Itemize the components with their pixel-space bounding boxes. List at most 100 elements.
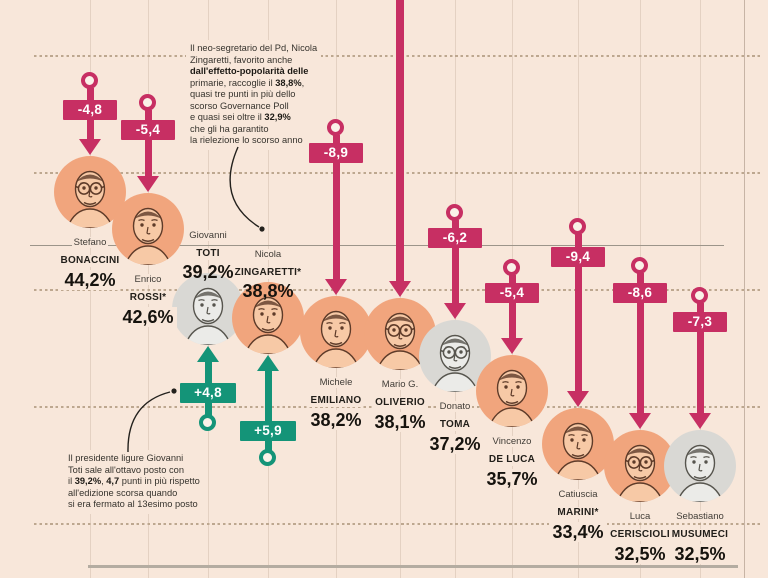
arrow-head-down-icon	[137, 176, 159, 193]
arrow-pin-icon	[631, 257, 648, 274]
delta-badge-emiliano: -8,9	[309, 143, 363, 163]
person-last-name: MUSUMECI	[669, 528, 731, 541]
person-value: 32,5%	[638, 543, 762, 565]
annotation-line: che gli ha garantito	[190, 123, 269, 134]
arrow-stem-musumeci	[696, 303, 704, 415]
glasses-icon	[385, 324, 415, 338]
face-illustration	[554, 423, 602, 481]
pointer-curve-zingaretti	[229, 146, 260, 228]
person-value: 32,5%	[578, 543, 702, 565]
person-value: 33,4%	[516, 521, 640, 543]
person-first-name: Vincenzo	[490, 435, 534, 447]
arrow-pin-icon	[199, 414, 216, 431]
face-illustration	[376, 313, 424, 371]
arrow-head-down-icon	[325, 279, 347, 296]
labels-rossi: Enrico ROSSI* 42,6%	[86, 269, 210, 328]
arrow-pin-icon	[327, 119, 344, 136]
glasses-icon	[625, 455, 655, 469]
portrait-rossi	[112, 193, 184, 266]
person-value: 37,2%	[393, 433, 517, 455]
person-first-name: Giovanni	[187, 229, 229, 241]
delta-badge-rossi: -5,4	[121, 120, 175, 140]
labels-toti: Giovanni TOTI 39,2%	[146, 225, 270, 283]
person-first-name: Nicola	[252, 249, 284, 261]
arrow-head-up-icon	[257, 355, 279, 372]
arrow-stem-rossi	[144, 110, 152, 179]
portrait-marini	[542, 408, 614, 481]
arrow-stem-emiliano	[332, 135, 340, 282]
delta-badge-zingaretti: +5,9	[240, 421, 296, 441]
person-last-name: CERISCIOLI	[608, 528, 672, 541]
annotation-toti: Il presidente ligure Giovanni Toti sale a…	[64, 450, 204, 514]
person-first-name: Stefano	[71, 236, 109, 248]
labels-bonaccini: Stefano BONACCINI 44,2%	[28, 232, 152, 291]
labels-oliverio: Mario G. OLIVERIO 38,1%	[338, 374, 462, 433]
person-value: 38,2%	[274, 409, 398, 431]
delta-badge-toma: -6,2	[428, 228, 482, 248]
annotation-line: Il neo-segretario del Pd, Nicola	[190, 43, 318, 53]
face-illustration	[184, 287, 232, 345]
annotation-line: Toti sale all'ottavo posto con	[68, 464, 184, 475]
annotation-line: Zingaretti, favorito anche	[190, 54, 293, 65]
arrow-stem-marini	[574, 234, 582, 394]
face-illustration	[66, 170, 114, 228]
delta-badge-marini: -9,4	[551, 247, 605, 267]
delta-badge-ceriscioli: -8,6	[613, 283, 667, 303]
person-first-name: Donato	[437, 400, 473, 412]
glasses-icon	[440, 345, 470, 359]
arrow-head-down-icon	[79, 138, 101, 155]
person-last-name: TOMA	[437, 418, 473, 431]
person-first-name: Sebastiano	[674, 510, 726, 522]
face-illustration	[616, 444, 664, 502]
arrow-stem-oliverio	[396, 0, 404, 284]
portrait-ceriscioli	[604, 429, 676, 502]
annotation-line: la rielezione lo scorso anno	[190, 135, 303, 145]
pointer-dot-icon	[171, 388, 177, 394]
glasses-icon	[75, 181, 105, 195]
person-first-name: Michele	[317, 377, 355, 389]
labels-musumeci: Sebastiano MUSUMECI 32,5%	[638, 506, 762, 565]
annotation-line: il 39,2%, 4,7 punti in più rispetto	[68, 476, 200, 486]
annotation-line: e quasi sei oltre il 32,9%	[190, 112, 291, 122]
person-value: 44,2%	[28, 269, 152, 291]
person-first-name: Luca	[627, 510, 653, 522]
person-last-name: EMILIANO	[308, 395, 364, 408]
portrait-oliverio	[364, 298, 436, 371]
labels-ceriscioli: Luca CERISCIOLI 32,5%	[578, 506, 702, 565]
annotation-line: Il presidente ligure Giovanni	[68, 453, 184, 463]
labels-marini: Catiuscia MARINI* 33,4%	[516, 484, 640, 543]
delta-badge-de-luca: -5,4	[485, 283, 539, 303]
person-value: 42,6%	[86, 306, 210, 328]
portrait-bonaccini	[54, 155, 126, 228]
delta-badge-bonaccini: -4,8	[63, 100, 117, 120]
face-illustration	[312, 310, 360, 369]
arrow-stem-toma	[451, 220, 459, 305]
arrow-head-down-icon	[689, 412, 711, 429]
portrait-emiliano	[300, 296, 372, 369]
reference-line	[30, 244, 724, 247]
chart-baseline	[88, 565, 738, 568]
face-illustration	[244, 296, 292, 355]
arrow-pin-icon	[691, 287, 708, 304]
annotation-line: all'edizione scorsa quando	[68, 487, 178, 498]
person-value: 39,2%	[182, 261, 234, 282]
labels-zingaretti: Nicola ZINGARETTI* 38,8%	[206, 244, 330, 302]
arrow-head-down-icon	[501, 337, 523, 354]
annotation-zingaretti: Il neo-segretario del Pd, Nicola Zingaret…	[186, 40, 322, 150]
person-last-name: ZINGARETTI*	[232, 267, 304, 280]
annotation-line: scorso Governance Poll	[190, 100, 289, 111]
arrow-stem-zingaretti	[264, 369, 272, 451]
person-last-name: BONACCINI	[58, 254, 122, 267]
annotation-line: primarie, raccoglie il 38,8%,	[190, 77, 305, 88]
person-last-name: DE LUCA	[486, 453, 538, 466]
face-illustration	[488, 369, 536, 427]
arrow-head-down-icon	[389, 281, 411, 298]
portrait-de-luca	[476, 354, 548, 427]
arrow-head-down-icon	[444, 302, 466, 319]
person-last-name: OLIVERIO	[373, 397, 427, 410]
delta-badge-toti: +4,8	[180, 383, 236, 403]
pointer-curve-toti	[127, 391, 171, 453]
arrow-head-down-icon	[567, 391, 589, 408]
face-illustration	[431, 334, 479, 392]
person-last-name: TOTI	[194, 247, 222, 260]
